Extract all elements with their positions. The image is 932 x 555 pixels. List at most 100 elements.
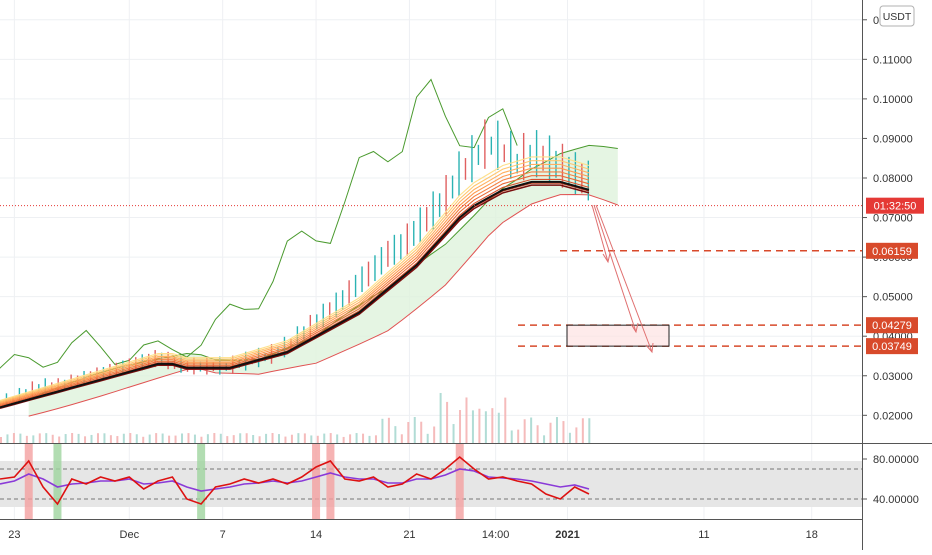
- level-badge-1: 0.06159: [866, 242, 918, 259]
- volume-bar: [439, 392, 442, 443]
- osc-highlight: [312, 444, 321, 519]
- arrow-head-2: [630, 322, 639, 334]
- ma-line: [0, 156, 590, 401]
- osc-highlight: [326, 444, 335, 519]
- price-tick-label: 0.02000: [873, 410, 913, 422]
- volume-bar: [45, 433, 48, 443]
- volume-bar: [174, 435, 177, 443]
- volume-bar: [510, 430, 513, 443]
- volume-bar: [368, 435, 371, 443]
- arrow-head-3: [645, 342, 654, 354]
- volume-bar: [433, 426, 436, 443]
- osc-fast-line: [0, 455, 590, 506]
- volume-bar: [530, 417, 533, 443]
- volume-bar: [193, 434, 196, 443]
- osc-tick-label: 40.00000: [873, 494, 919, 506]
- time-tick-label: 14:00: [482, 529, 510, 541]
- time-axis[interactable]: 23 Dec 7 14 21 14:00 2021 11 18: [8, 529, 818, 541]
- volume-bar: [316, 435, 319, 443]
- price-axis[interactable]: 0.120000.110000.100000.090000.080000.070…: [862, 15, 913, 423]
- price-tick-label: 0.08000: [873, 173, 913, 185]
- volume-bar: [484, 411, 487, 443]
- ma-line-main: [0, 180, 590, 409]
- volume-bar: [394, 426, 397, 443]
- volume-bar: [504, 397, 507, 443]
- volume-bar: [12, 433, 15, 443]
- volume-bar: [51, 434, 54, 443]
- price-tick-label: 0.10000: [873, 94, 913, 106]
- osc-tick-label: 80.00000: [873, 454, 919, 466]
- target-zone-box[interactable]: [566, 324, 670, 347]
- oscillator-axis[interactable]: 80.00000 40.00000: [862, 454, 919, 506]
- oscillator-pane: [0, 444, 862, 519]
- volume-bar: [413, 417, 416, 443]
- volume-bar: [96, 433, 99, 443]
- volume-bar: [310, 435, 313, 443]
- volume-bar: [387, 417, 390, 443]
- svg-text:0.06159: 0.06159: [872, 246, 912, 258]
- currency-button[interactable]: USDT: [879, 5, 915, 27]
- volume-bar: [426, 433, 429, 443]
- volume-bar: [206, 434, 209, 443]
- time-tick-label: 2021: [555, 529, 579, 541]
- projection-arrows[interactable]: [591, 204, 654, 354]
- volume-bar: [407, 422, 410, 443]
- volume-bar: [84, 436, 87, 443]
- volume-bar: [64, 434, 67, 443]
- volume-bar: [491, 408, 494, 443]
- volume-bar: [168, 435, 171, 443]
- ma-line: [0, 160, 590, 403]
- volume-bar: [252, 435, 255, 443]
- volume-bar: [219, 433, 222, 443]
- volume-bar: [239, 433, 242, 443]
- volume-bar: [284, 436, 287, 443]
- volume-bar: [213, 433, 216, 443]
- volume-bar: [303, 433, 306, 443]
- volume-bar: [181, 433, 184, 443]
- volume-bar: [342, 436, 345, 443]
- volume-bar: [109, 435, 112, 443]
- volume-bar: [452, 424, 455, 443]
- moving-average-ribbon: [0, 156, 590, 410]
- volume-bar: [549, 422, 552, 443]
- arrow-path-3: [595, 204, 653, 353]
- volume-bar: [258, 436, 261, 443]
- time-tick-label: 11: [698, 529, 709, 541]
- volume-bar: [19, 433, 22, 443]
- volume-bar: [471, 410, 474, 443]
- volume-bar: [290, 434, 293, 443]
- volume-bar: [523, 419, 526, 443]
- volume-bar: [265, 433, 268, 443]
- arrow-path-1: [591, 204, 609, 263]
- time-tick-label: 7: [220, 529, 226, 541]
- volume-bar: [555, 417, 558, 443]
- volume-bar: [155, 433, 158, 443]
- price-tick-label: 0.03000: [873, 371, 913, 383]
- volume-bar: [142, 436, 145, 443]
- volume-bar: [0, 437, 2, 443]
- time-grid: [13, 0, 813, 519]
- volume-bar: [245, 433, 248, 443]
- osc-highlight: [455, 444, 464, 519]
- time-tick-label: 23: [8, 529, 20, 541]
- ma-line-slow: [0, 184, 590, 410]
- cloud-fill: [28, 145, 618, 417]
- volume-bar: [465, 397, 468, 443]
- volume-bar: [25, 435, 28, 443]
- svg-text:0.04279: 0.04279: [872, 320, 912, 332]
- volume-bar: [58, 436, 61, 443]
- volume-bar: [581, 418, 584, 443]
- volume-bar: [400, 434, 403, 443]
- ma-line: [0, 163, 590, 404]
- volume-bar: [323, 433, 326, 443]
- ma-line: [0, 175, 590, 407]
- volume-bar: [232, 435, 235, 443]
- arrow-path-2: [593, 204, 637, 333]
- volume-bar: [32, 435, 35, 443]
- volume-bar: [562, 421, 565, 443]
- volume-bar: [71, 433, 74, 443]
- volume-bar: [129, 433, 132, 443]
- volume-bar: [568, 432, 571, 443]
